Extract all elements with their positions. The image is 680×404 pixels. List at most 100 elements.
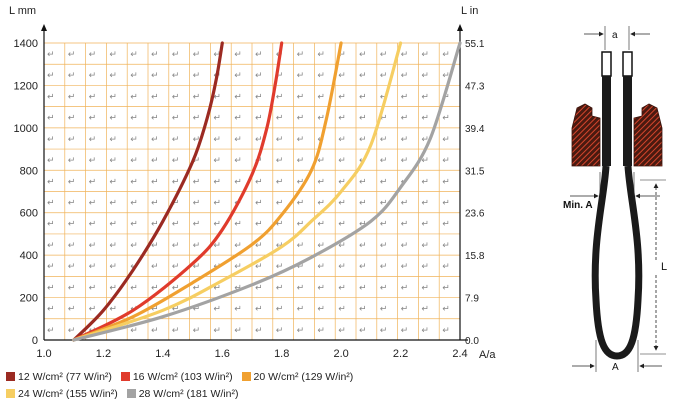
return-mark: ↵ <box>234 50 242 60</box>
return-mark: ↵ <box>359 283 367 293</box>
return-mark: ↵ <box>68 305 76 315</box>
return-mark: ↵ <box>234 283 242 293</box>
return-mark: ↵ <box>359 326 367 336</box>
return-mark: ↵ <box>421 262 429 272</box>
legend-item-16w: 16 W/cm² (103 W/in²) <box>120 369 233 386</box>
return-mark: ↵ <box>359 262 367 272</box>
return-mark: ↵ <box>442 199 450 209</box>
return-mark: ↵ <box>47 326 55 336</box>
x-tick-label: 1.8 <box>274 348 289 360</box>
return-mark: ↵ <box>442 92 450 102</box>
return-mark: ↵ <box>338 241 346 251</box>
return-mark: ↵ <box>130 326 138 336</box>
return-mark: ↵ <box>130 156 138 166</box>
return-mark: ↵ <box>276 262 284 272</box>
return-mark: ↵ <box>172 262 180 272</box>
legend-label: 12 W/cm² (77 W/in²) <box>18 371 112 383</box>
return-mark: ↵ <box>89 114 97 124</box>
return-mark: ↵ <box>338 71 346 81</box>
return-mark: ↵ <box>338 199 346 209</box>
series-line-5 <box>72 41 462 342</box>
return-mark: ↵ <box>193 92 201 102</box>
return-mark: ↵ <box>380 135 388 145</box>
return-mark: ↵ <box>109 156 117 166</box>
return-mark: ↵ <box>68 326 76 336</box>
return-mark: ↵ <box>172 199 180 209</box>
return-mark: ↵ <box>421 177 429 187</box>
return-mark: ↵ <box>109 283 117 293</box>
return-mark: ↵ <box>317 305 325 315</box>
return-mark: ↵ <box>297 262 305 272</box>
return-mark: ↵ <box>338 50 346 60</box>
return-mark: ↵ <box>234 305 242 315</box>
x-tick-label: 2.0 <box>333 348 348 360</box>
return-mark: ↵ <box>234 177 242 187</box>
x-tick-label: 1.0 <box>36 348 51 360</box>
return-mark: ↵ <box>276 241 284 251</box>
return-mark: ↵ <box>151 241 159 251</box>
return-mark: ↵ <box>421 71 429 81</box>
wall-brick-right <box>633 103 663 167</box>
return-mark: ↵ <box>151 114 159 124</box>
legend-item-28w: 28 W/cm² (181 W/in²) <box>126 386 238 403</box>
return-mark: ↵ <box>89 156 97 166</box>
return-mark: ↵ <box>255 92 263 102</box>
return-mark: ↵ <box>130 241 138 251</box>
return-mark: ↵ <box>109 262 117 272</box>
return-mark: ↵ <box>151 92 159 102</box>
return-mark: ↵ <box>213 283 221 293</box>
return-mark: ↵ <box>47 71 55 81</box>
return-mark: ↵ <box>297 220 305 230</box>
return-mark: ↵ <box>193 71 201 81</box>
return-mark: ↵ <box>338 135 346 145</box>
return-mark: ↵ <box>442 156 450 166</box>
return-mark: ↵ <box>172 114 180 124</box>
return-mark: ↵ <box>276 114 284 124</box>
return-mark: ↵ <box>255 220 263 230</box>
legend-item-24w: 24 W/cm² (155 W/in²) <box>6 386 118 403</box>
return-mark: ↵ <box>421 135 429 145</box>
leg-left <box>602 76 611 166</box>
return-mark: ↵ <box>68 71 76 81</box>
return-mark: ↵ <box>151 135 159 145</box>
return-mark: ↵ <box>109 177 117 187</box>
return-mark: ↵ <box>130 71 138 81</box>
return-mark: ↵ <box>442 262 450 272</box>
return-mark: ↵ <box>68 114 76 124</box>
return-mark: ↵ <box>68 241 76 251</box>
return-mark: ↵ <box>172 156 180 166</box>
return-mark: ↵ <box>193 199 201 209</box>
y-right-tick-label: 23.6 <box>465 209 485 220</box>
return-mark: ↵ <box>130 199 138 209</box>
return-mark: ↵ <box>401 92 409 102</box>
return-mark: ↵ <box>47 156 55 166</box>
return-mark: ↵ <box>297 135 305 145</box>
y-left-tick-label: 1000 <box>14 123 38 135</box>
return-mark: ↵ <box>47 305 55 315</box>
return-mark: ↵ <box>297 156 305 166</box>
return-mark: ↵ <box>401 114 409 124</box>
return-mark: ↵ <box>442 135 450 145</box>
return-mark: ↵ <box>401 241 409 251</box>
return-mark: ↵ <box>89 92 97 102</box>
y-axis-right-arrow <box>457 24 463 31</box>
return-mark: ↵ <box>359 114 367 124</box>
return-mark: ↵ <box>276 177 284 187</box>
return-mark: ↵ <box>89 135 97 145</box>
return-mark: ↵ <box>213 326 221 336</box>
return-mark: ↵ <box>234 326 242 336</box>
return-mark: ↵ <box>317 92 325 102</box>
return-mark: ↵ <box>193 241 201 251</box>
return-mark: ↵ <box>421 283 429 293</box>
legend-swatch <box>6 389 15 398</box>
return-mark: ↵ <box>89 220 97 230</box>
return-mark: ↵ <box>297 114 305 124</box>
return-mark: ↵ <box>193 220 201 230</box>
y-left-tick-label: 400 <box>20 250 38 262</box>
return-mark: ↵ <box>401 220 409 230</box>
x-tick-label: 1.4 <box>155 348 170 360</box>
return-mark: ↵ <box>89 283 97 293</box>
return-mark: ↵ <box>380 199 388 209</box>
return-mark: ↵ <box>47 92 55 102</box>
return-mark: ↵ <box>234 220 242 230</box>
